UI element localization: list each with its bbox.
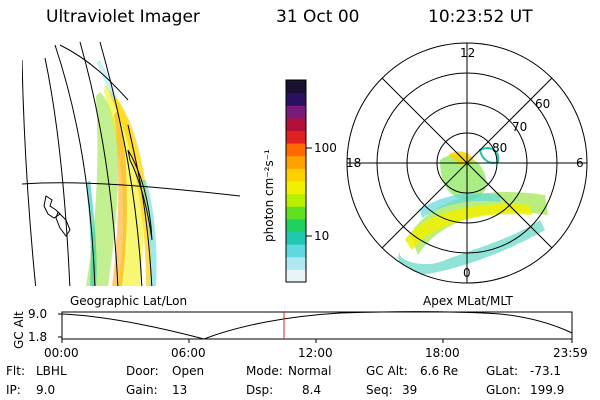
auroral-emission-left — [86, 60, 157, 286]
polar-plot — [346, 42, 588, 284]
left-panel-caption: Geographic Lat/Lon — [70, 294, 188, 308]
altitude-plot — [58, 311, 573, 343]
colorbar-band — [286, 206, 306, 220]
mlt-label-0: 0 — [463, 266, 471, 280]
colorbar-tick-100: 100 — [314, 141, 337, 155]
seq-label: Seq: — [366, 383, 393, 397]
gcalt-value: 6.6 Re — [420, 364, 459, 378]
gain-value: 13 — [172, 383, 188, 397]
altitude-xtick-1800: 18:00 — [425, 346, 460, 360]
colorbar-band — [286, 80, 306, 94]
geographic-image — [22, 41, 241, 286]
flt-value: LBHL — [36, 364, 67, 378]
colorbar-tick-10: 10 — [314, 229, 330, 243]
colorbar-band — [286, 130, 306, 144]
colorbar-band — [286, 181, 306, 195]
coastline — [43, 149, 153, 241]
colorbar — [285, 79, 312, 283]
altitude-plot-frame — [61, 311, 573, 340]
dsp-label: Dsp: — [246, 383, 274, 397]
mode-label: Mode: — [246, 364, 283, 378]
glat-label: GLat: — [486, 364, 519, 378]
lat-label-60: 60 — [535, 97, 551, 111]
altitude-curve — [61, 311, 573, 340]
ip-label: IP: — [6, 383, 21, 397]
glat-value: -73.1 — [530, 364, 562, 378]
colorbar-band — [286, 168, 306, 182]
colorbar-band — [286, 244, 306, 258]
altitude-xtick-1200: 12:00 — [298, 346, 333, 360]
colorbar-unit-label: photon cm⁻²s⁻¹ — [262, 149, 276, 242]
colorbar-band — [286, 92, 306, 106]
colorbar-band — [286, 155, 306, 169]
glon-label: GLon: — [486, 383, 521, 397]
polar-grid — [346, 42, 588, 284]
colorbar-band — [286, 256, 306, 270]
colorbar-band — [286, 143, 306, 157]
xtick-marks — [61, 339, 573, 343]
mlt-label-12: 12 — [460, 46, 476, 60]
colorbar-band — [286, 269, 306, 283]
colorbar-band — [286, 105, 306, 119]
mlt-label-6: 6 — [576, 156, 584, 170]
date-label: 31 Oct 00 — [276, 7, 360, 27]
gcalt-label: GC Alt: — [366, 364, 408, 378]
altitude-ylabel: GC Alt — [12, 311, 26, 349]
colorbar-band — [286, 193, 306, 207]
flt-label: Flt: — [6, 364, 25, 378]
colorbar-band — [286, 117, 306, 132]
altitude-xtick-0600: 06:00 — [171, 346, 206, 360]
map-grid-lines — [22, 41, 241, 286]
lat-label-80: 80 — [492, 141, 508, 155]
right-panel-caption: Apex MLat/MLT — [423, 294, 513, 308]
instrument-title: Ultraviolet Imager — [46, 7, 200, 27]
seq-value: 39 — [402, 383, 418, 397]
altitude-ytick-high: 9.0 — [28, 307, 48, 321]
altitude-xtick-0000: 00:00 — [44, 346, 79, 360]
dsp-value: 8.4 — [302, 383, 322, 397]
lat-label-70: 70 — [512, 120, 528, 134]
altitude-xtick-2359: 23:59 — [553, 346, 588, 360]
colorbar-band — [286, 231, 306, 245]
glon-value: 199.9 — [530, 383, 565, 397]
auroral-oval — [398, 147, 548, 275]
door-label: Door: — [126, 364, 159, 378]
mlt-label-18: 18 — [346, 156, 362, 170]
gain-label: Gain: — [126, 383, 158, 397]
door-value: Open — [172, 364, 205, 378]
time-label: 10:23:52 UT — [428, 7, 533, 27]
colorbar-band — [286, 218, 306, 233]
mode-value: Normal — [288, 364, 332, 378]
ip-value: 9.0 — [36, 383, 56, 397]
altitude-ytick-low: 1.8 — [28, 330, 48, 344]
